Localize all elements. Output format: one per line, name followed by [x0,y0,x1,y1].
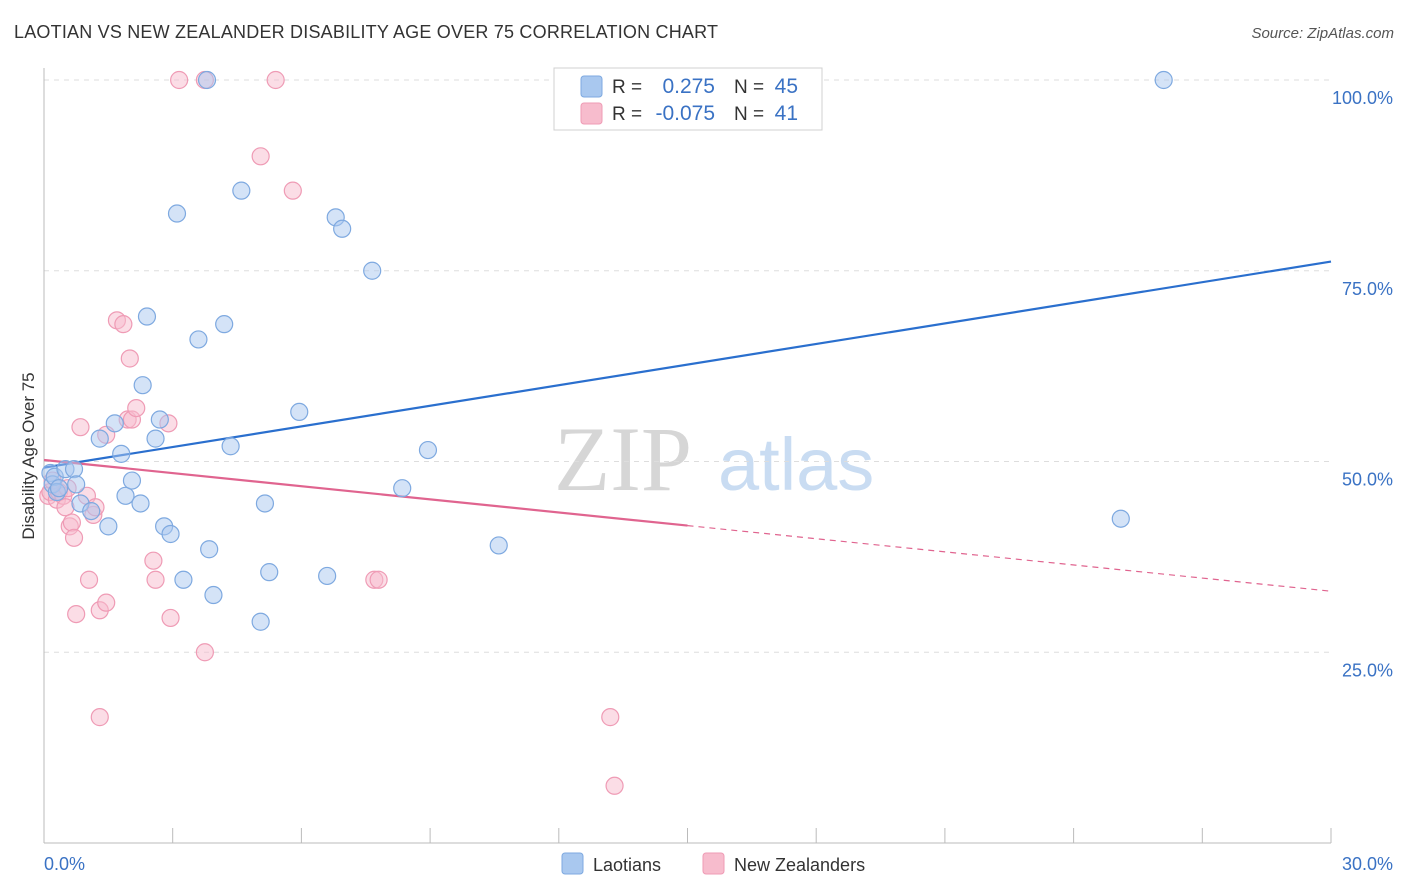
point-laotians [131,494,150,513]
point-new-zealanders [369,570,388,589]
point-laotians [260,563,279,582]
point-laotians [105,414,124,433]
point-laotians [99,517,118,536]
legend-n-value-1: 45 [775,75,798,98]
y-tick-label: 75.0% [1342,279,1393,299]
source-label: Source: ZipAtlas.com [1251,25,1394,42]
legend-n-label-1: N = [734,77,764,98]
point-laotians [137,307,157,326]
point-new-zealanders [170,70,189,90]
trend-line-laotians [43,260,1332,469]
point-laotians [333,219,352,238]
point-laotians [167,204,187,223]
legend-r-label-1: R = [612,77,642,98]
point-laotians [1154,70,1173,90]
y-axis-label: Disability Age Over 75 [19,372,38,539]
point-laotians [133,376,152,395]
point-laotians [150,410,169,429]
point-new-zealanders [283,181,302,200]
point-new-zealanders [64,528,84,547]
point-laotians [418,440,438,460]
legend-swatch-laotians [580,75,603,98]
bottom-legend-new-zealanders: New Zealanders [734,855,865,875]
point-new-zealanders [605,776,624,795]
point-laotians [204,585,223,605]
legend-swatch-new-zealanders [580,102,603,125]
point-laotians [290,402,309,422]
point-laotians [363,261,382,280]
legend-n-value-2: 41 [775,102,798,125]
x-tick-label-min: 0.0% [44,854,85,874]
point-new-zealanders [97,593,116,612]
point-laotians [197,70,217,90]
x-tick-label-max: 30.0% [1342,854,1393,874]
point-laotians [232,181,251,200]
point-new-zealanders [56,498,75,517]
watermark-atlas: atlas [718,423,874,506]
point-laotians [174,570,193,589]
series-laotians [41,70,1173,631]
point-new-zealanders [161,608,180,628]
point-new-zealanders [601,708,620,727]
gridlines [44,79,1331,653]
point-laotians [255,494,275,513]
x-ticks [172,828,1332,843]
legend-n-label-2: N = [734,104,764,125]
point-new-zealanders [266,70,285,90]
point-laotians [64,460,84,479]
watermark-zip: ZIP [554,408,692,510]
point-new-zealanders [90,708,109,727]
stats-legend: R = 0.275 N = 45 R = -0.075 N = 41 [553,67,823,131]
point-laotians [49,479,69,498]
bottom-legend-swatch-new-zealanders [702,852,725,875]
point-new-zealanders [144,551,163,570]
trend-lines [43,260,1332,592]
point-new-zealanders [146,570,165,589]
point-laotians [251,612,270,631]
point-new-zealanders [120,349,139,368]
series-new-zealanders [39,70,624,795]
legend-r-value-2: -0.075 [655,102,715,125]
y-tick-label: 50.0% [1342,470,1393,490]
point-laotians [146,429,165,448]
point-laotians [393,479,412,498]
point-new-zealanders [127,398,146,418]
y-tick-label: 100.0% [1332,88,1393,108]
y-tick-label: 25.0% [1342,660,1393,680]
point-laotians [122,471,142,490]
point-laotians [67,475,86,494]
point-laotians [112,444,131,463]
legend-r-value-1: 0.275 [662,75,715,98]
watermark: ZIP atlas [554,408,874,510]
point-laotians [200,540,219,559]
point-new-zealanders [195,643,214,662]
point-new-zealanders [79,570,99,589]
trend-line-new-zealanders [43,458,688,527]
point-new-zealanders [251,147,270,166]
bottom-legend-swatch-laotians [561,852,584,875]
legend-r-label-2: R = [612,104,642,125]
point-laotians [189,330,208,349]
trend-line-new-zealanders-extension [687,524,1332,592]
point-laotians [116,486,135,505]
bottom-legend-laotians: Laotians [593,855,661,875]
point-laotians [318,566,337,586]
chart-title: LAOTIAN VS NEW ZEALANDER DISABILITY AGE … [14,22,719,42]
point-new-zealanders [62,513,81,532]
series-legend: Laotians New Zealanders [561,852,865,875]
point-new-zealanders [67,604,86,624]
point-laotians [82,501,101,521]
y-tick-labels: 25.0% 50.0% 75.0% 100.0% [1332,88,1393,680]
point-new-zealanders [114,315,133,334]
point-new-zealanders [71,418,90,437]
point-laotians [1111,509,1130,528]
point-laotians [221,437,240,456]
point-laotians [489,536,508,555]
point-laotians [90,429,109,448]
point-laotians [215,315,234,334]
point-laotians [161,524,180,544]
